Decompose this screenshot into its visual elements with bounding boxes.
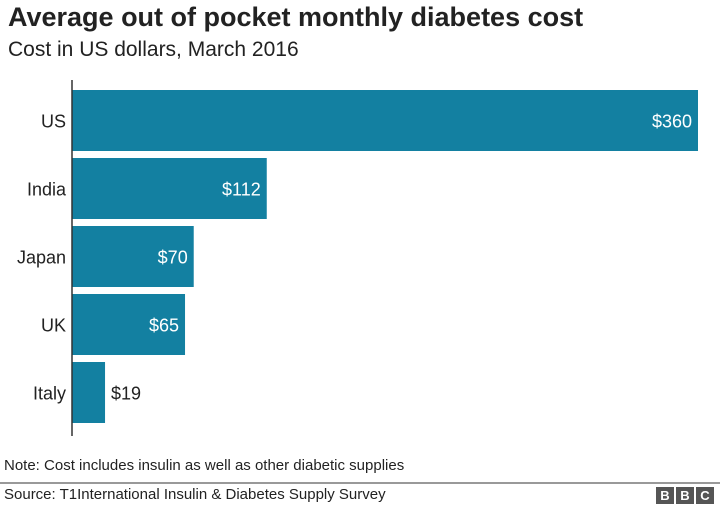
divider: [0, 482, 720, 484]
data-label: $112: [222, 180, 261, 200]
chart-subtitle: Cost in US dollars, March 2016: [8, 38, 299, 61]
bar-chart: US $360 India $112 Japan $70 UK $65 Italy $19: [17, 80, 698, 436]
logo-letter: B: [676, 487, 694, 504]
logo-letter: B: [656, 487, 674, 504]
data-label: $70: [158, 248, 188, 268]
data-label: $360: [652, 112, 692, 132]
bar: [72, 362, 106, 423]
data-label: $19: [111, 384, 141, 404]
bar: [72, 226, 194, 287]
category-label: Japan: [17, 248, 66, 268]
logo-letter: C: [696, 487, 714, 504]
chart-note: Note: Cost includes insulin as well as o…: [4, 457, 405, 474]
bar: [72, 158, 267, 219]
chart-source: Source: T1International Insulin & Diabet…: [4, 486, 386, 503]
category-label: India: [27, 180, 67, 200]
data-label: $65: [149, 316, 179, 336]
bbc-logo: B B C: [656, 487, 714, 504]
chart-title: Average out of pocket monthly diabetes c…: [8, 2, 584, 32]
category-label: US: [41, 112, 66, 132]
bar: [72, 294, 186, 355]
category-label: Italy: [33, 384, 66, 404]
category-label: UK: [41, 316, 66, 336]
bar: [72, 90, 698, 151]
